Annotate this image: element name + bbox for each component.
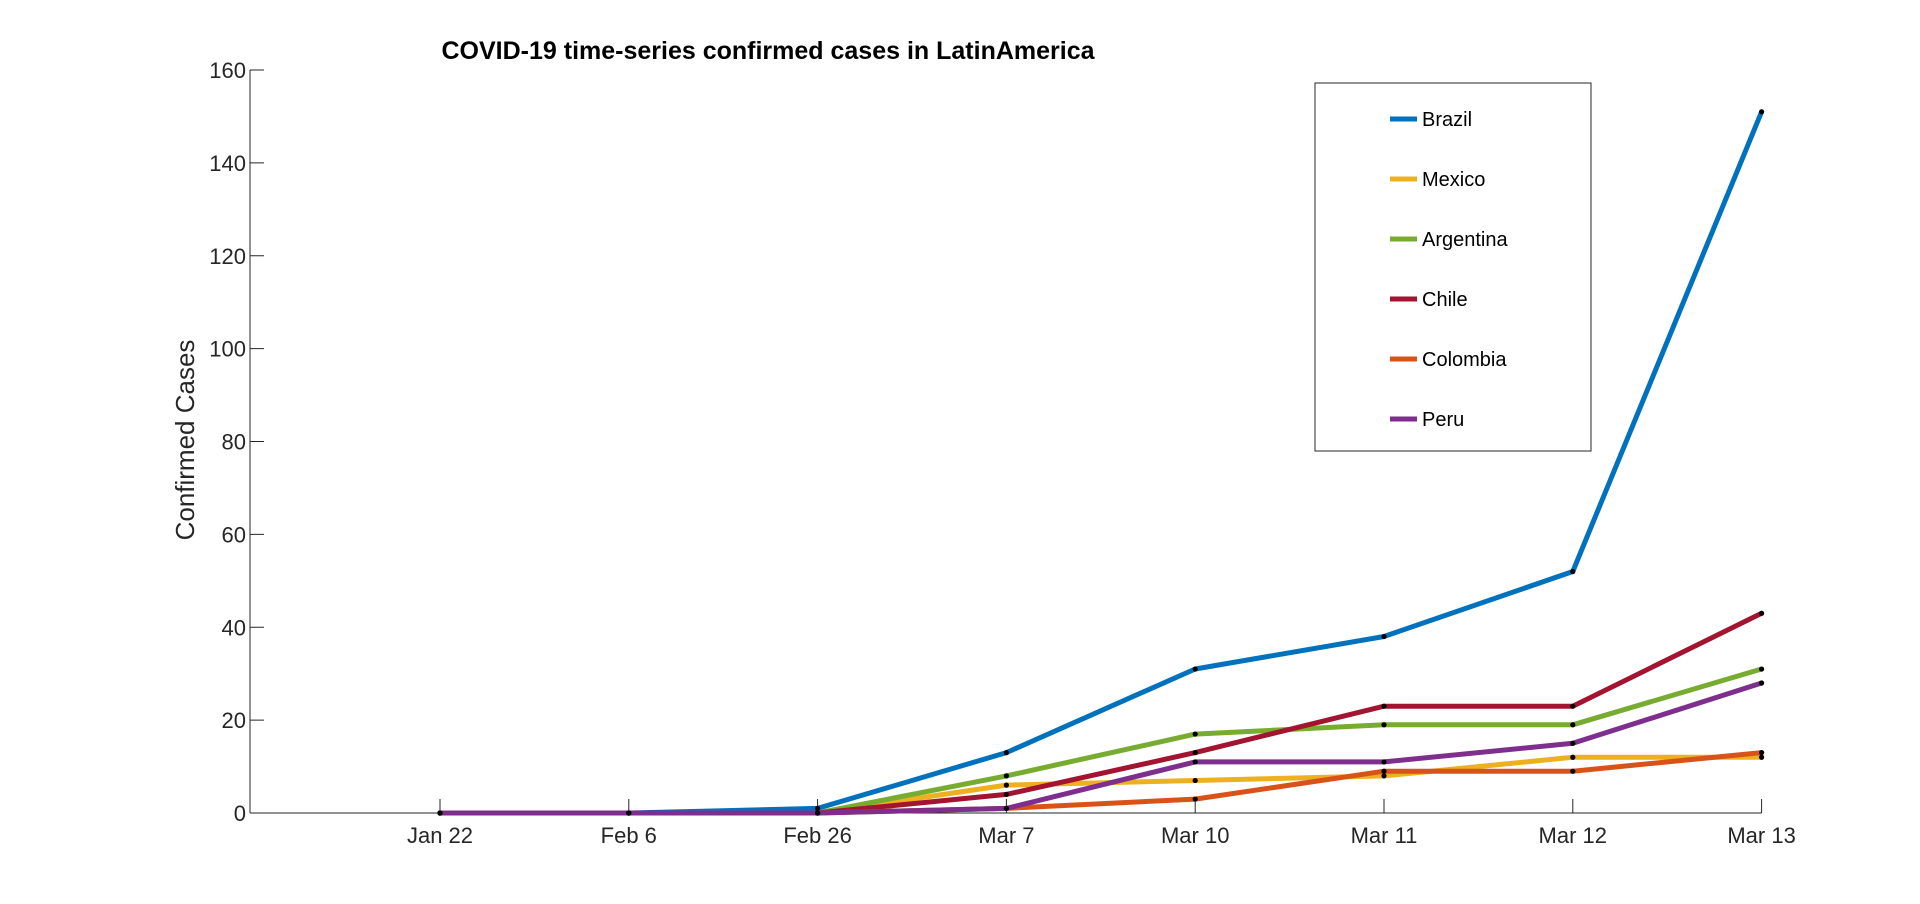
x-tick-label: Feb 26 [783, 823, 852, 848]
data-point-brazil [1192, 666, 1198, 672]
data-point-mexico [1192, 777, 1198, 784]
y-tick-label: 0 [234, 801, 246, 826]
data-point-chile [1003, 791, 1010, 798]
data-point-mexico [1003, 782, 1010, 788]
series-markers [437, 109, 1765, 816]
chart-title: COVID-19 time-series confirmed cases in … [441, 37, 1095, 65]
x-tick-label: Mar 12 [1539, 823, 1607, 848]
series-line-peru [437, 680, 1765, 816]
data-point-argentina [1759, 666, 1765, 672]
data-point-peru [1381, 759, 1387, 765]
x-tick-label: Mar 11 [1351, 823, 1418, 848]
legend-label-mexico: Mexico [1422, 169, 1485, 191]
data-point-mexico [1381, 773, 1387, 779]
data-point-colombia [1381, 768, 1387, 774]
axes: 0 20 40 60 80 100 120 140 160 Jan 22 Feb 6 Feb 26 Ma… [209, 58, 1796, 848]
data-point-brazil [815, 805, 821, 811]
data-point-peru [1759, 680, 1765, 686]
y-tick-label: 60 [222, 522, 246, 547]
y-tick-label: 160 [209, 58, 246, 83]
data-point-chile [1570, 703, 1576, 709]
data-point-peru [626, 810, 632, 816]
legend-box [1314, 82, 1592, 452]
data-point-brazil [1003, 750, 1010, 756]
y-tick-label: 120 [209, 244, 246, 269]
data-point-colombia [1192, 796, 1198, 802]
data-point-chile [1381, 703, 1387, 709]
data-point-chile [1192, 750, 1198, 756]
data-point-brazil [1759, 109, 1765, 115]
data-point-chile [1759, 610, 1765, 616]
legend: Brazil Mexico Argentina Chile Colombia Peru [1314, 82, 1592, 452]
y-tick-label: 80 [222, 430, 246, 455]
legend-label-brazil: Brazil [1422, 109, 1472, 131]
data-point-colombia [1759, 750, 1765, 756]
data-point-peru [815, 810, 821, 816]
data-point-argentina [1570, 722, 1576, 728]
series-lines [437, 109, 1765, 816]
legend-label-peru: Peru [1422, 409, 1464, 431]
data-point-argentina [1192, 731, 1198, 737]
y-axis-label: Confirmed Cases [170, 340, 200, 541]
x-tick-label: Feb 6 [601, 823, 657, 848]
legend-label-colombia: Colombia [1422, 349, 1507, 371]
legend-label-argentina: Argentina [1422, 229, 1508, 251]
x-tick-label: Jan 22 [407, 823, 473, 848]
y-tick-label: 100 [209, 337, 246, 362]
x-tick-label: Mar 7 [978, 823, 1034, 848]
series-line-argentina [437, 666, 1765, 816]
data-point-peru [1192, 759, 1198, 765]
data-point-peru [437, 810, 443, 816]
x-tick-label: Mar 10 [1161, 823, 1229, 848]
data-point-brazil [1381, 633, 1387, 640]
data-point-colombia [1570, 768, 1576, 774]
data-point-peru [1570, 740, 1576, 746]
y-tick-label: 20 [222, 708, 246, 733]
legend-label-chile: Chile [1422, 289, 1468, 311]
data-point-argentina [1381, 722, 1387, 728]
data-point-argentina [1003, 773, 1010, 779]
data-point-peru [1003, 805, 1010, 811]
data-point-mexico [1570, 754, 1576, 760]
x-tick-label: Mar 13 [1727, 823, 1795, 848]
data-point-mexico [1759, 754, 1765, 760]
y-tick-label: 140 [209, 151, 246, 176]
data-point-brazil [1570, 568, 1576, 575]
y-tick-label: 40 [222, 615, 246, 640]
